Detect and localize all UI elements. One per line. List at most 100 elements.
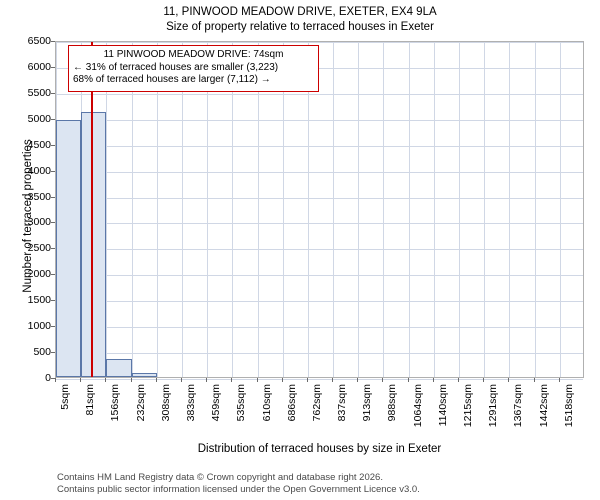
gridline-vertical <box>181 42 183 377</box>
y-axis-tick <box>51 274 55 276</box>
y-axis-tick-label: 1500 <box>27 294 51 307</box>
y-axis-tick-label: 3000 <box>27 216 51 229</box>
x-axis-tick <box>55 378 56 382</box>
marker-line <box>91 42 94 377</box>
gridline-vertical <box>459 42 461 377</box>
x-axis-tick-label: 459sqm <box>210 384 223 422</box>
y-axis-tick <box>51 66 55 68</box>
x-axis-tick <box>206 378 208 382</box>
gridline-horizontal <box>56 93 583 95</box>
x-axis-tick-label: 988sqm <box>386 384 399 422</box>
y-axis-tick <box>51 170 55 172</box>
gridline-vertical <box>232 42 234 377</box>
gridline-vertical <box>383 42 385 377</box>
x-axis-tick <box>357 378 359 382</box>
x-axis-tick <box>231 378 233 382</box>
x-axis-tick-label: 232sqm <box>134 384 147 422</box>
gridline-horizontal <box>56 353 583 355</box>
bar <box>106 359 132 377</box>
footer-line-2: Contains public sector information licen… <box>57 483 420 495</box>
x-axis-tick <box>130 378 132 382</box>
gridline-horizontal <box>56 249 583 251</box>
property-annotation-box: 11 PINWOOD MEADOW DRIVE: 74sqm ← 31% of … <box>68 45 319 92</box>
x-axis-tick <box>382 378 384 382</box>
x-axis-tick-label: 1064sqm <box>411 384 424 428</box>
annotation-line-3: 68% of terraced houses are larger (7,112… <box>73 74 271 85</box>
y-axis-tick-label: 6500 <box>27 35 51 47</box>
x-axis-tick <box>432 378 434 382</box>
x-axis-tick <box>155 378 157 382</box>
x-axis-tick <box>407 378 409 382</box>
x-axis-tick-label: 1215sqm <box>462 384 475 428</box>
gridline-vertical <box>131 42 133 377</box>
bar <box>56 119 82 377</box>
gridline-horizontal <box>56 145 583 147</box>
gridline-horizontal <box>56 171 583 173</box>
gridline-vertical <box>307 42 309 377</box>
bar <box>81 111 107 377</box>
x-axis-tick-label: 610sqm <box>260 384 273 422</box>
x-axis-tick-label: 5sqm <box>59 384 71 410</box>
y-axis-tick-label: 4500 <box>27 138 51 151</box>
x-axis-tick <box>180 378 182 382</box>
x-axis-tick <box>458 378 460 382</box>
y-axis-tick <box>51 326 55 328</box>
gridline-vertical <box>534 42 536 377</box>
gridline-horizontal <box>56 119 583 121</box>
x-axis-tick <box>483 378 485 382</box>
x-axis-tick-label: 535sqm <box>235 384 248 422</box>
title-line-2: Size of property relative to terraced ho… <box>166 21 434 33</box>
y-axis-tick-label: 500 <box>33 346 51 359</box>
gridline-vertical <box>333 42 335 377</box>
gridline-horizontal <box>56 67 583 69</box>
gridline-vertical <box>358 42 360 377</box>
y-axis-tick-label: 1000 <box>27 320 51 333</box>
x-axis-tick-label: 1367sqm <box>512 384 525 428</box>
x-axis-tick <box>105 378 107 382</box>
y-axis-tick <box>51 144 55 146</box>
x-axis-tick <box>256 378 258 382</box>
x-axis-tick <box>508 378 510 382</box>
annotation-line-2: ← 31% of terraced houses are smaller (3,… <box>73 61 279 73</box>
x-axis-tick <box>332 378 334 382</box>
gridline-horizontal <box>56 42 583 43</box>
gridline-horizontal <box>56 379 583 380</box>
y-axis-tick <box>51 300 55 302</box>
gridline-vertical <box>484 42 486 377</box>
y-axis-tick-label: 3500 <box>27 190 51 203</box>
y-axis-tick <box>51 92 55 94</box>
x-axis-tick-label: 81sqm <box>84 384 97 416</box>
x-axis-tick <box>80 378 82 382</box>
y-axis-tick <box>51 41 55 42</box>
x-axis-tick <box>533 378 535 382</box>
x-axis-tick-label: 1140sqm <box>436 384 449 427</box>
gridline-horizontal <box>56 197 583 199</box>
gridline-vertical <box>207 42 209 377</box>
y-axis-tick <box>51 248 55 250</box>
chart-title: 11, PINWOOD MEADOW DRIVE, EXETER, EX4 9L… <box>0 5 600 35</box>
x-axis-tick <box>558 378 560 382</box>
gridline-vertical <box>282 42 284 377</box>
x-axis-tick <box>281 378 283 382</box>
x-axis-tick-label: 762sqm <box>310 384 323 422</box>
y-axis-tick <box>51 378 55 379</box>
footer-line-1: Contains HM Land Registry data © Crown c… <box>57 472 383 483</box>
gridline-horizontal <box>56 327 583 329</box>
y-axis-tick <box>51 118 55 120</box>
title-line-1: 11, PINWOOD MEADOW DRIVE, EXETER, EX4 9L… <box>163 6 437 18</box>
x-axis-tick-label: 1518sqm <box>562 384 575 428</box>
y-axis-tick-label: 5000 <box>27 112 51 125</box>
gridline-vertical <box>509 42 511 377</box>
y-axis-tick <box>51 196 55 198</box>
x-axis-tick-label: 1291sqm <box>487 384 500 428</box>
x-axis-tick-label: 1442sqm <box>537 384 550 428</box>
x-axis-label: Distribution of terraced houses by size … <box>197 443 442 455</box>
gridline-vertical <box>433 42 435 377</box>
y-axis-tick-label: 2500 <box>27 242 51 255</box>
footer-credits: Contains HM Land Registry data © Crown c… <box>57 472 597 495</box>
annotation-line-1: 11 PINWOOD MEADOW DRIVE: 74sqm <box>103 49 284 60</box>
gridline-horizontal <box>56 223 583 225</box>
y-axis-tick-label: 0 <box>45 372 51 384</box>
y-axis-tick-label: 2000 <box>27 268 51 281</box>
